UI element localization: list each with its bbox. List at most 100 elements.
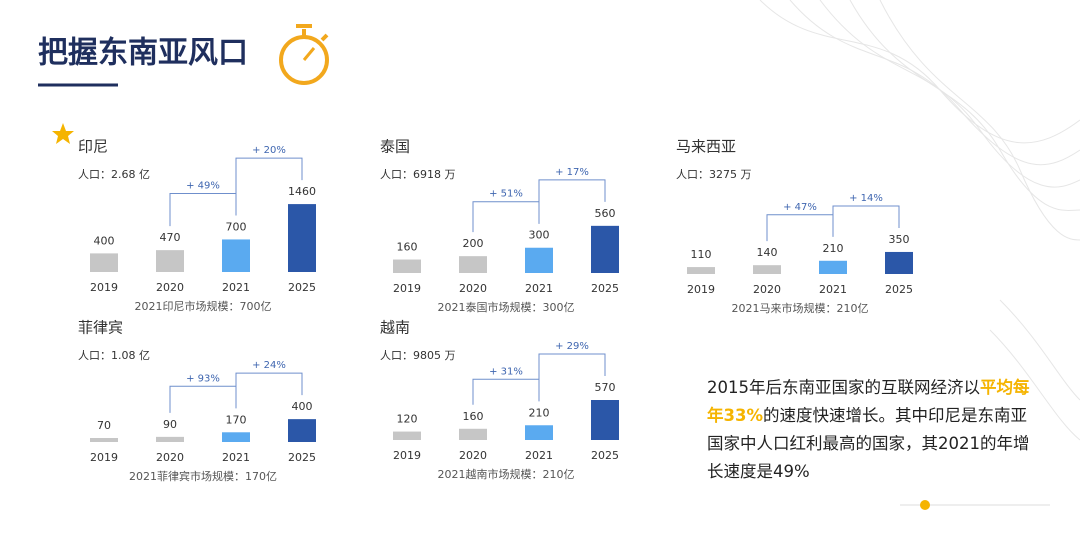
growth-label: + 47%	[783, 202, 817, 213]
deco-dot	[920, 500, 930, 510]
growth-label: + 24%	[252, 360, 286, 371]
x-tick-label: 2025	[288, 281, 316, 294]
growth-label: + 20%	[252, 145, 286, 156]
bar	[156, 250, 184, 272]
bar	[156, 436, 184, 442]
summary-highlight: 平均每年33%	[707, 378, 1030, 425]
x-tick-label: 2025	[885, 283, 913, 296]
value-label: 570	[595, 381, 616, 394]
bar	[393, 259, 421, 273]
growth-bracket	[766, 214, 834, 242]
x-tick-label: 2021	[222, 281, 250, 294]
background-waves	[759, 0, 1080, 441]
growth-label: + 51%	[489, 189, 523, 200]
value-label: 120	[397, 413, 418, 426]
value-label: 70	[97, 419, 111, 432]
x-tick-label: 2019	[687, 283, 715, 296]
value-label: 1460	[288, 185, 316, 198]
bar	[90, 438, 118, 442]
bar	[393, 431, 421, 440]
x-tick-label: 2019	[393, 282, 421, 295]
value-label: 160	[463, 410, 484, 423]
chart-title: 泰国	[380, 138, 410, 156]
chart-footer: 2021泰国市场规模：300亿	[438, 300, 575, 314]
page-title: 把握东南亚风口	[38, 36, 248, 71]
chart-title: 菲律宾	[78, 319, 123, 337]
x-tick-label: 2025	[591, 449, 619, 462]
bar	[459, 256, 487, 273]
bar	[222, 239, 250, 272]
chart-footer: 2021马来市场规模：210亿	[732, 301, 869, 315]
x-tick-label: 2021	[525, 282, 553, 295]
chart-title: 马来西亚	[676, 138, 736, 156]
bar	[753, 265, 781, 274]
summary-text: 的速度快速增长。其中印尼是东南亚国家中人口红利最高的国家，其2021的年增长速度…	[707, 406, 1030, 481]
bar	[288, 419, 316, 442]
growth-bracket	[538, 179, 606, 224]
value-label: 350	[889, 233, 910, 246]
growth-label: + 93%	[186, 373, 220, 384]
growth-label: + 17%	[555, 167, 589, 178]
x-tick-label: 2021	[222, 451, 250, 464]
x-tick-label: 2020	[459, 282, 487, 295]
value-label: 110	[691, 248, 712, 261]
bar	[459, 428, 487, 440]
chart-title: 印尼	[78, 138, 108, 156]
chart-footer: 2021印尼市场规模：700亿	[135, 299, 272, 313]
bar	[591, 400, 619, 440]
value-label: 470	[160, 231, 181, 244]
value-label: 400	[94, 234, 115, 247]
bar	[687, 267, 715, 274]
value-label: 560	[595, 207, 616, 220]
growth-bracket	[235, 157, 303, 216]
value-label: 400	[292, 400, 313, 413]
value-label: 160	[397, 241, 418, 254]
star-icon	[52, 123, 74, 144]
x-tick-label: 2020	[459, 449, 487, 462]
x-tick-label: 2020	[753, 283, 781, 296]
value-label: 170	[226, 413, 247, 426]
value-label: 200	[463, 237, 484, 250]
chart-title: 越南	[380, 319, 410, 337]
bar	[525, 425, 553, 440]
chart-subtitle: 人口：9805 万	[380, 349, 456, 362]
x-tick-label: 2025	[288, 451, 316, 464]
bar	[591, 225, 619, 273]
growth-label: + 49%	[186, 180, 220, 191]
value-label: 300	[529, 229, 550, 242]
growth-bracket	[472, 378, 540, 405]
growth-bracket	[472, 201, 540, 233]
growth-bracket	[832, 205, 900, 237]
bar	[90, 253, 118, 272]
growth-label: + 31%	[489, 366, 523, 377]
value-label: 210	[529, 406, 550, 419]
bar	[288, 204, 316, 272]
bar	[525, 247, 553, 273]
x-tick-label: 2019	[393, 449, 421, 462]
summary-text: 2015年后东南亚国家的互联网经济以	[707, 378, 980, 397]
value-label: 90	[163, 418, 177, 431]
growth-bracket	[169, 385, 237, 413]
x-tick-label: 2020	[156, 281, 184, 294]
x-tick-label: 2019	[90, 451, 118, 464]
chart-subtitle: 人口：3275 万	[676, 168, 752, 181]
value-label: 140	[757, 246, 778, 259]
summary: 2015年后东南亚国家的互联网经济以平均每年33%的速度快速增长。其中印尼是东南…	[707, 374, 1037, 486]
growth-label: + 14%	[849, 193, 883, 204]
chart-footer: 2021越南市场规模：210亿	[438, 467, 575, 481]
value-label: 700	[226, 220, 247, 233]
bar	[885, 251, 913, 274]
stopwatch-icon	[279, 24, 329, 85]
bar	[222, 432, 250, 442]
value-label: 210	[823, 242, 844, 255]
x-tick-label: 2021	[819, 283, 847, 296]
x-tick-label: 2019	[90, 281, 118, 294]
x-tick-label: 2025	[591, 282, 619, 295]
chart-subtitle: 人口：2.68 亿	[78, 168, 150, 181]
chart-subtitle: 人口：1.08 亿	[78, 349, 150, 362]
growth-label: + 29%	[555, 341, 589, 352]
bar	[819, 260, 847, 274]
growth-bracket	[235, 372, 303, 409]
